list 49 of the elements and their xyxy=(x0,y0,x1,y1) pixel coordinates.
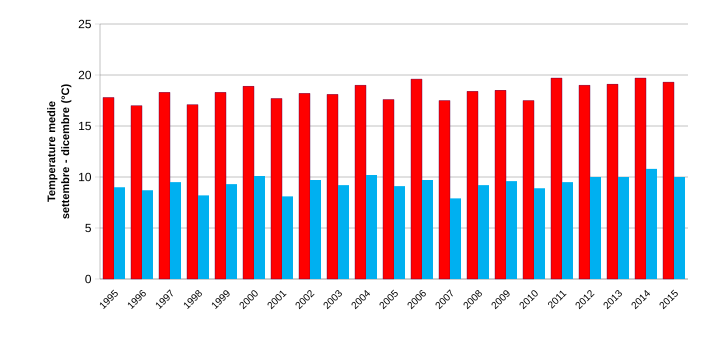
bar xyxy=(590,177,602,279)
y-tick-label: 15 xyxy=(79,122,91,130)
bar xyxy=(366,174,378,279)
bar xyxy=(618,177,630,279)
bar xyxy=(450,198,462,279)
bar xyxy=(270,98,282,280)
bar xyxy=(354,85,366,280)
bar xyxy=(226,184,237,279)
bar xyxy=(254,176,265,279)
bar xyxy=(282,196,293,279)
bar xyxy=(466,91,478,280)
bar xyxy=(394,186,406,279)
bar xyxy=(410,78,422,280)
y-tick-label: 20 xyxy=(78,70,92,80)
bar xyxy=(142,190,153,279)
bar xyxy=(338,185,350,279)
bar xyxy=(170,182,181,279)
bar xyxy=(578,85,590,280)
y-tick-label: 25 xyxy=(78,20,91,28)
bar xyxy=(674,177,686,279)
bar xyxy=(606,84,618,280)
y-tick-label: 0 xyxy=(85,274,92,284)
bar xyxy=(550,78,562,280)
bar xyxy=(102,97,114,280)
bar xyxy=(130,105,142,280)
bar xyxy=(646,168,658,279)
y-axis-title: Temperature medie settembre - dicembre (°C) xyxy=(47,84,72,219)
bar xyxy=(494,90,506,280)
bar xyxy=(522,100,534,280)
bar xyxy=(326,94,338,280)
bar xyxy=(662,82,674,280)
bar xyxy=(382,99,394,280)
bar xyxy=(634,78,646,280)
bar xyxy=(422,180,434,279)
bar xyxy=(562,182,574,279)
bar xyxy=(438,100,450,280)
bar xyxy=(186,104,198,280)
y-tick-label: 10 xyxy=(79,172,92,182)
bar xyxy=(506,181,518,279)
bar xyxy=(478,185,490,279)
bar xyxy=(242,86,254,280)
bar xyxy=(310,180,321,279)
bar xyxy=(534,188,546,279)
bar xyxy=(214,92,226,280)
bar xyxy=(198,195,209,279)
bar xyxy=(158,92,170,280)
bar xyxy=(114,187,125,279)
y-tick-label: 5 xyxy=(85,224,91,232)
bar xyxy=(298,93,310,280)
